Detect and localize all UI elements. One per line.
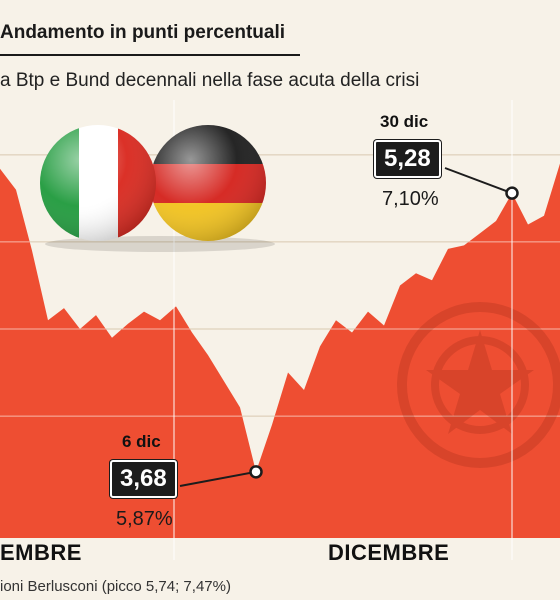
emblem-watermark-icon: [397, 302, 560, 468]
point-marker-0: [249, 465, 263, 479]
markers: [179, 167, 519, 487]
italy-flag-icon: [40, 125, 156, 241]
germany-flag-icon: [150, 125, 266, 241]
month-label-dicembre: DICEMBRE: [328, 540, 450, 565]
high-callout-yield: 7,10%: [382, 188, 439, 210]
title-rule: [0, 54, 300, 56]
chart-subtitle: a Btp e Bund decennali nella fase acuta …: [0, 70, 420, 91]
chart-title: Andamento in punti percentuali: [0, 22, 286, 43]
callout-leader-0: [179, 470, 257, 487]
callout-leader-1: [444, 167, 513, 195]
spread-area: [0, 163, 560, 538]
high-callout-spread: 5,28: [374, 140, 441, 178]
low-callout-spread: 3,68: [110, 460, 177, 498]
month-label-novembre: EMBRE: [0, 540, 82, 565]
low-callout-yield: 5,87%: [116, 508, 173, 530]
point-marker-1: [505, 186, 519, 200]
high-callout-date: 30 dic: [380, 112, 429, 131]
flags: [40, 125, 275, 252]
footnote: ioni Berlusconi (picco 5,74; 7,47%): [0, 578, 231, 595]
low-callout-date: 6 dic: [122, 432, 161, 451]
